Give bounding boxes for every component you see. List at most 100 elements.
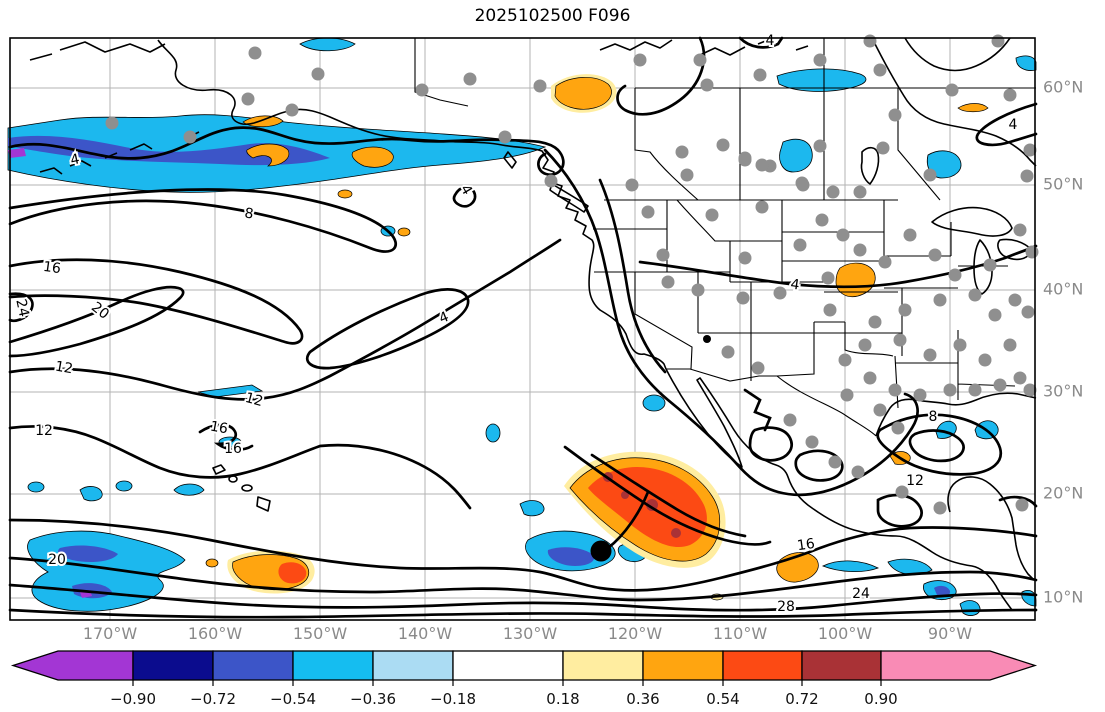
lon-tick-label: 160°W: [187, 624, 243, 643]
station-dot: [738, 151, 752, 165]
station-dot: [858, 338, 872, 352]
station-dot: [953, 338, 967, 352]
station-dot: [755, 158, 769, 172]
station-dot: [1013, 223, 1027, 237]
station-dot: [823, 303, 837, 317]
station-dot: [721, 345, 735, 359]
station-dot: [1015, 498, 1029, 512]
station-dot: [943, 383, 957, 397]
station-dot: [878, 255, 892, 269]
lon-tick-label: 130°W: [502, 624, 558, 643]
lat-tick-label: 20°N: [1043, 483, 1084, 503]
colorbar-left-arrow: [10, 650, 134, 681]
colorbar-segment: [372, 650, 454, 681]
station-dot: [1020, 169, 1034, 183]
lon-tick-label: 90°W: [927, 624, 973, 643]
small-black-marker: [703, 335, 711, 343]
map-frame: [9, 37, 1036, 621]
station-dot: [888, 108, 902, 122]
station-dot: [1021, 305, 1035, 319]
lon-tick-label: 100°W: [817, 624, 873, 643]
station-dot: [826, 185, 840, 199]
station-dot: [415, 83, 429, 97]
station-dot: [1003, 338, 1017, 352]
contour-label: 12: [906, 473, 924, 489]
lat-tick-label: 50°N: [1043, 174, 1084, 194]
station-dot: [840, 388, 854, 402]
station-dot: [463, 72, 477, 86]
station-dot: [311, 67, 325, 81]
colorbar-tick-label: 0.18: [546, 690, 579, 708]
station-dot: [773, 286, 787, 300]
contour-label: 20: [88, 299, 112, 323]
lon-tick-label: 110°W: [712, 624, 768, 643]
station-dot: [895, 485, 909, 499]
station-dot: [828, 455, 842, 469]
contour-label: 16: [224, 441, 242, 457]
colorbar-segment: [212, 650, 294, 681]
station-dot: [105, 116, 119, 130]
station-dot: [873, 63, 887, 77]
colorbar-segment: [642, 650, 724, 681]
station-dot: [873, 403, 887, 417]
station-dot: [675, 145, 689, 159]
station-dot: [755, 200, 769, 214]
station-dot: [793, 238, 807, 252]
colorbar-segment: [452, 650, 564, 681]
station-dot: [691, 283, 705, 297]
contour-label: 4: [766, 33, 775, 49]
contour-label: 16: [796, 536, 816, 554]
thick-contours: [8, 36, 1038, 619]
station-dot: [285, 103, 299, 117]
cyclone-marker: [590, 540, 612, 562]
station-dot: [1023, 143, 1037, 157]
contour-label: 12: [54, 359, 74, 378]
station-dot: [1023, 383, 1037, 397]
station-dot: [1025, 245, 1039, 259]
station-dot: [716, 138, 730, 152]
station-dot: [868, 315, 882, 329]
station-dot: [853, 243, 867, 257]
state-borders: [414, 38, 1036, 437]
colorbar-segment: [722, 650, 803, 681]
station-dot: [821, 271, 835, 285]
contour-label: 4: [437, 309, 451, 327]
plot-title: 2025102500 F096: [474, 6, 631, 26]
station-dots: [105, 34, 1039, 515]
contour-label: 8: [929, 409, 938, 425]
contour-label: 16: [209, 419, 229, 438]
station-dot: [641, 205, 655, 219]
contour-label: 16: [42, 259, 62, 277]
station-dot: [738, 251, 752, 265]
station-dot: [923, 348, 937, 362]
station-dot: [625, 178, 639, 192]
lon-tick-label: 170°W: [82, 624, 138, 643]
station-dot: [241, 92, 255, 106]
station-dot: [183, 130, 197, 144]
station-dot: [705, 208, 719, 222]
contour-label: 20: [48, 552, 66, 568]
station-dot: [863, 34, 877, 48]
station-dot: [836, 228, 850, 242]
station-dot: [948, 268, 962, 282]
colorbar-tick-label: −0.72: [190, 690, 236, 708]
station-dot: [700, 78, 714, 92]
station-dot: [968, 383, 982, 397]
station-dot: [805, 435, 819, 449]
negative-anomaly-patches: [7, 37, 1037, 616]
markers: [590, 335, 711, 562]
station-dot: [813, 139, 827, 153]
station-dot: [815, 213, 829, 227]
colorbar-segment: [562, 650, 644, 681]
station-dot: [783, 413, 797, 427]
contour-label: 28: [777, 599, 795, 615]
station-dot: [928, 248, 942, 262]
station-dot: [888, 383, 902, 397]
station-dot: [838, 353, 852, 367]
station-dot: [978, 353, 992, 367]
station-dot: [876, 141, 890, 155]
station-dot: [993, 378, 1007, 392]
station-dot: [891, 421, 905, 435]
station-dot: [923, 168, 937, 182]
